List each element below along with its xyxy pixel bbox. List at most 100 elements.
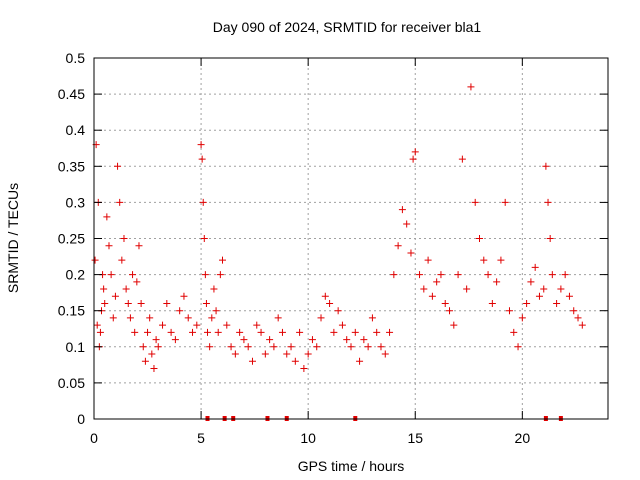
data-point — [360, 336, 368, 344]
data-point — [231, 350, 239, 358]
data-point — [126, 314, 134, 322]
data-point — [122, 285, 130, 293]
data-point — [274, 314, 282, 322]
data-point — [200, 235, 208, 242]
data-point — [458, 155, 466, 163]
data-points — [91, 83, 586, 421]
data-point — [437, 271, 445, 279]
data-point — [150, 364, 158, 372]
data-point — [411, 148, 419, 156]
data-point — [124, 299, 132, 307]
data-point — [338, 321, 346, 329]
y-tick-label: 0.5 — [66, 50, 86, 66]
y-tick-label: 0.15 — [58, 303, 85, 319]
data-point — [261, 350, 269, 358]
data-point — [546, 235, 554, 242]
data-point — [287, 343, 295, 351]
data-point — [152, 336, 160, 344]
data-point — [159, 321, 167, 329]
data-point — [428, 292, 436, 300]
data-point — [144, 328, 152, 336]
data-point — [368, 314, 376, 322]
data-point — [253, 321, 261, 329]
data-point — [446, 307, 454, 315]
y-tick-label: 0.1 — [66, 339, 86, 355]
data-point — [118, 256, 126, 264]
data-point — [488, 299, 496, 307]
data-point — [210, 285, 218, 293]
data-point — [189, 328, 197, 336]
y-tick-label: 0.45 — [58, 86, 85, 102]
data-point — [116, 198, 124, 206]
data-point — [409, 155, 417, 163]
data-point — [398, 206, 406, 214]
data-point — [381, 350, 389, 358]
data-point — [105, 242, 113, 250]
data-point — [334, 307, 342, 315]
data-point — [505, 307, 513, 315]
y-tick-label: 0.35 — [58, 158, 85, 174]
data-point — [101, 299, 109, 307]
data-point — [476, 235, 483, 242]
data-point — [180, 292, 188, 300]
data-point — [433, 278, 441, 286]
data-point — [518, 314, 526, 322]
data-point — [510, 328, 518, 336]
data-point — [308, 336, 316, 344]
data-point — [240, 336, 248, 344]
data-point — [420, 285, 428, 293]
data-point — [208, 314, 216, 322]
data-point — [120, 235, 128, 242]
data-point — [364, 343, 372, 351]
data-point — [135, 242, 143, 250]
data-point — [544, 198, 552, 206]
data-point — [386, 328, 394, 336]
data-point — [570, 307, 578, 315]
data-point — [244, 343, 252, 351]
data-point — [514, 343, 522, 351]
data-point — [304, 350, 312, 358]
data-point — [377, 343, 385, 351]
x-tick-label: 10 — [300, 430, 316, 446]
y-tick-label: 0 — [77, 411, 85, 427]
data-point — [93, 321, 101, 329]
data-point — [199, 198, 207, 206]
data-point — [296, 328, 304, 336]
data-point — [137, 299, 145, 307]
data-point — [146, 314, 154, 322]
data-point — [497, 256, 505, 264]
data-point — [154, 343, 162, 351]
data-point — [291, 357, 299, 365]
data-point — [407, 249, 415, 257]
data-point — [204, 328, 212, 336]
y-tick-label: 0.4 — [66, 122, 86, 138]
data-point — [163, 299, 171, 307]
data-point — [540, 285, 548, 293]
data-point — [523, 299, 531, 307]
data-point — [471, 198, 479, 206]
data-point — [343, 336, 351, 344]
data-point — [330, 328, 338, 336]
data-point — [527, 278, 535, 286]
data-point — [202, 299, 210, 307]
data-point — [184, 314, 192, 322]
data-point — [321, 292, 329, 300]
data-point — [270, 343, 278, 351]
data-point — [390, 271, 398, 279]
y-tick-label: 0.2 — [66, 267, 86, 283]
data-point — [542, 162, 550, 170]
data-point — [347, 343, 355, 351]
data-point — [201, 271, 209, 279]
data-point — [356, 357, 364, 365]
data-point — [109, 314, 117, 322]
data-point — [326, 299, 334, 307]
data-point — [223, 321, 231, 329]
data-point — [553, 299, 561, 307]
data-point — [416, 271, 424, 279]
data-point — [565, 292, 573, 300]
x-tick-label: 0 — [90, 430, 98, 446]
data-point — [129, 271, 137, 279]
data-point — [96, 328, 104, 336]
data-point — [133, 278, 141, 286]
